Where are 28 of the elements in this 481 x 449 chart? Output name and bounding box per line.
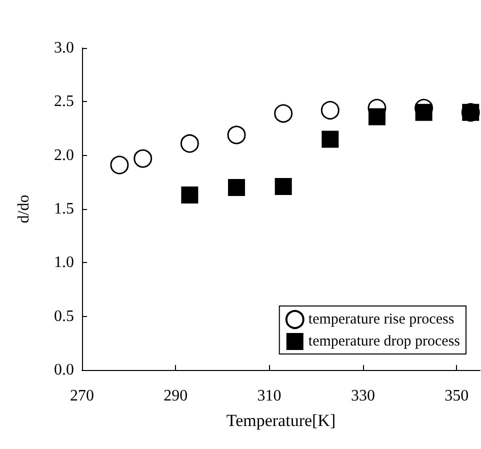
y-tick-label: 2.0 [54, 146, 74, 164]
point [322, 130, 339, 148]
y-tick-label: 1.5 [54, 200, 74, 218]
point [180, 134, 199, 153]
x-tick-label: 290 [164, 388, 188, 404]
point [415, 104, 432, 121]
y-tick-label: 3.0 [54, 40, 74, 56]
point [320, 101, 340, 120]
point [274, 178, 292, 195]
legend-label: temperature drop process [308, 334, 460, 350]
point [227, 126, 246, 144]
point [228, 179, 246, 196]
y-tick-label: 1.0 [54, 254, 74, 272]
y-tick-label: 0.0 [54, 362, 74, 378]
point [181, 186, 198, 204]
point [134, 149, 152, 168]
x-tick-label: 330 [350, 388, 375, 404]
y-axis-title: d/do [16, 194, 32, 224]
x-axis-title: Temperature[K] [226, 411, 336, 430]
legend-label: temperature rise process [308, 312, 454, 328]
point [110, 156, 129, 174]
y-tick-label: 0.5 [54, 308, 74, 325]
x-tick-label: 270 [70, 388, 94, 404]
x-tick-label: 310 [257, 388, 282, 404]
point [274, 104, 293, 123]
point [368, 108, 386, 126]
y-tick-label: 2.5 [54, 93, 74, 110]
x-tick-label: 350 [444, 388, 469, 404]
